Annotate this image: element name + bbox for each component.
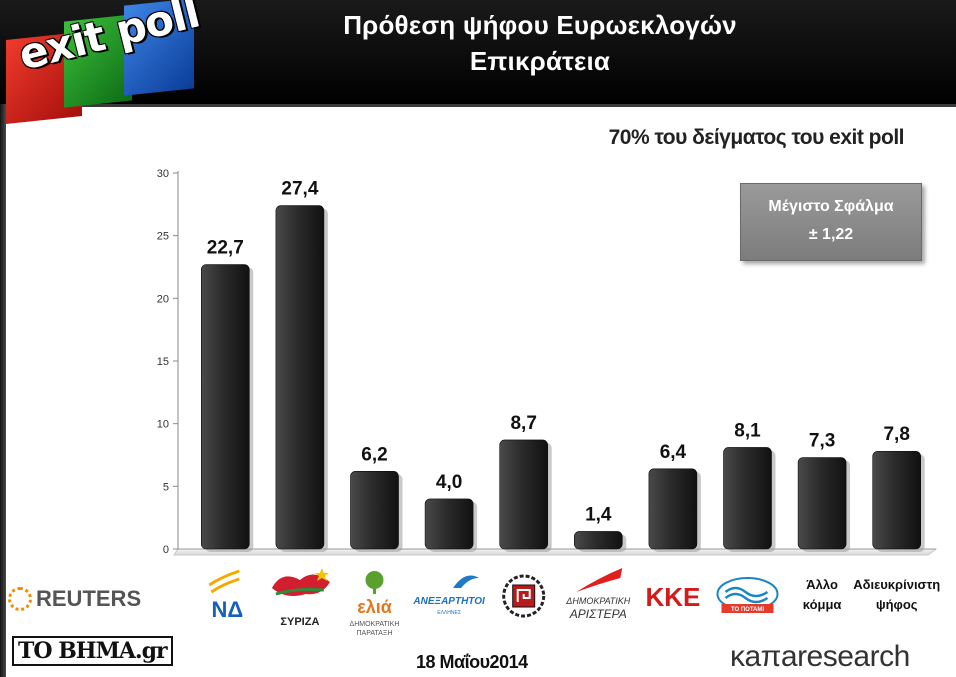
anel-wing-icon bbox=[453, 575, 480, 588]
bar bbox=[499, 439, 549, 550]
x-label-text: ελιά bbox=[357, 597, 392, 617]
dimar-swoosh-icon bbox=[576, 568, 623, 592]
value-labels: 22,7 27,4 6,2 4,0 8,7 1,4 6,4 8,1 7,3 7,8 bbox=[207, 179, 910, 526]
bar-value-label: 8,1 bbox=[734, 420, 761, 441]
poll-date: 18 Μαΐου2014 bbox=[416, 652, 528, 672]
bar bbox=[648, 468, 698, 550]
bar-value-label: 8,7 bbox=[510, 413, 536, 434]
elia-tree-icon bbox=[365, 571, 384, 589]
y-tick-label: 0 bbox=[163, 544, 169, 556]
x-category-label: ΝΔ bbox=[208, 569, 243, 622]
kke-background-icon bbox=[646, 580, 699, 610]
x-label-text: ΕΛΛΗΝΕΣ bbox=[437, 610, 461, 616]
bar bbox=[872, 450, 922, 550]
bar bbox=[723, 447, 772, 550]
y-tick-label: 25 bbox=[157, 231, 169, 243]
x-label-text: ΔΗΜΟΚΡΑΤΙΚΗ bbox=[565, 596, 631, 606]
y-tick-label: 30 bbox=[157, 168, 169, 180]
bars-group bbox=[201, 205, 925, 552]
x-label-text: κόμμα bbox=[803, 597, 842, 612]
nd-flame-icon bbox=[208, 569, 240, 594]
max-error-label: Μέγιστο Σφάλμα bbox=[768, 198, 894, 215]
syriza-star-icon bbox=[314, 568, 329, 581]
elia-trunk-icon bbox=[373, 586, 376, 594]
y-tick-label: 20 bbox=[157, 293, 169, 305]
x-category-label: Αδιευκρίνιστη ψήφος bbox=[853, 577, 940, 612]
x-axis-labels: ΝΔ ΣΥΡΙΖΑ ελιά ΔΗΜΟΚΡΑΤΙΚΗ ΠΑΡΑΤΑΞΗ ΑΝΕΞΑΡΤΗΤ… bbox=[208, 568, 940, 637]
bar bbox=[424, 498, 474, 550]
x-label-text: ΝΔ bbox=[211, 597, 243, 622]
wreath-icon bbox=[502, 574, 546, 618]
x-label-text: Αδιευκρίνιστη bbox=[853, 577, 940, 592]
x-category-label: ΣΥΡΙΖΑ bbox=[271, 568, 330, 628]
bar bbox=[201, 264, 250, 550]
x-label-text: ΑΝΕΞΑΡΤΗΤΟΙ bbox=[412, 596, 485, 607]
x-label-text: ΤΟ ΠΟΤΑΜΙ bbox=[731, 607, 764, 613]
tovima-logo: ΤΟ ΒΗΜΑ.gr bbox=[12, 636, 173, 666]
sample-subtitle: 70% του δείγματος του exit poll bbox=[608, 126, 905, 149]
page-title: Πρόθεση ψήφου Ευρωεκλογών bbox=[343, 10, 737, 40]
x-category-label: ΤΟ ΠΟΤΑΜΙ bbox=[716, 577, 779, 613]
page-subtitle-region: Επικράτεια bbox=[469, 46, 611, 76]
syriza-green-stripe-icon bbox=[275, 588, 325, 596]
reuters-dots-icon bbox=[8, 587, 32, 611]
bar-value-label: 7,8 bbox=[883, 424, 909, 445]
bar-value-label: 7,3 bbox=[809, 431, 835, 452]
meander-pattern-icon bbox=[516, 589, 531, 602]
x-label-text: ΠΑΡΑΤΑΞΗ bbox=[356, 630, 392, 637]
y-axis: 0 5 10 15 20 25 30 bbox=[157, 168, 179, 556]
potami-wave-icon bbox=[724, 586, 769, 604]
x-category-label: ελιά ΔΗΜΟΚΡΑΤΙΚΗ ΠΑΡΑΤΑΞΗ bbox=[350, 571, 400, 637]
bar-value-label: 6,4 bbox=[660, 442, 687, 463]
x-label-text: ΑΡΙΣΤΕΡΑ bbox=[569, 607, 627, 621]
bar bbox=[275, 205, 325, 550]
y-tick-label: 10 bbox=[157, 419, 169, 431]
max-error-value: ± 1,22 bbox=[808, 226, 854, 243]
x-category-label: ΚΚΕ bbox=[645, 580, 700, 612]
left-sidebar-strip bbox=[0, 104, 6, 677]
potami-banner-icon bbox=[721, 604, 774, 613]
bar-value-label: 4,0 bbox=[436, 472, 462, 493]
x-category-label bbox=[502, 574, 546, 618]
reuters-text: REUTERS bbox=[36, 586, 142, 611]
reuters-logo: REUTERS bbox=[8, 586, 141, 612]
bar bbox=[350, 470, 399, 550]
x-label-text: ΚΚΕ bbox=[645, 582, 700, 612]
x-label-text: Άλλο bbox=[806, 577, 838, 592]
bar-value-label: 27,4 bbox=[281, 179, 318, 200]
bar bbox=[573, 531, 623, 550]
bar-value-label: 6,2 bbox=[361, 444, 387, 465]
x-category-label: Άλλο κόμμα bbox=[803, 577, 842, 612]
y-tick-label: 5 bbox=[163, 481, 169, 493]
y-tick-label: 15 bbox=[157, 356, 169, 368]
bar-value-label: 22,7 bbox=[207, 237, 244, 258]
x-label-text: ΔΗΜΟΚΡΑΤΙΚΗ bbox=[350, 621, 400, 628]
x-label-text: ΣΥΡΙΖΑ bbox=[280, 616, 319, 628]
bar-value-label: 1,4 bbox=[585, 504, 612, 525]
bar bbox=[797, 457, 847, 550]
x-category-label: ΑΝΕΞΑΡΤΗΤΟΙ ΕΛΛΗΝΕΣ bbox=[412, 575, 485, 616]
x-label-text: ψήφος bbox=[876, 597, 918, 612]
kapa-research-logo: κaπaresearch bbox=[730, 640, 910, 673]
max-error-box: Μέγιστο Σφάλμα ± 1,22 bbox=[740, 183, 922, 261]
